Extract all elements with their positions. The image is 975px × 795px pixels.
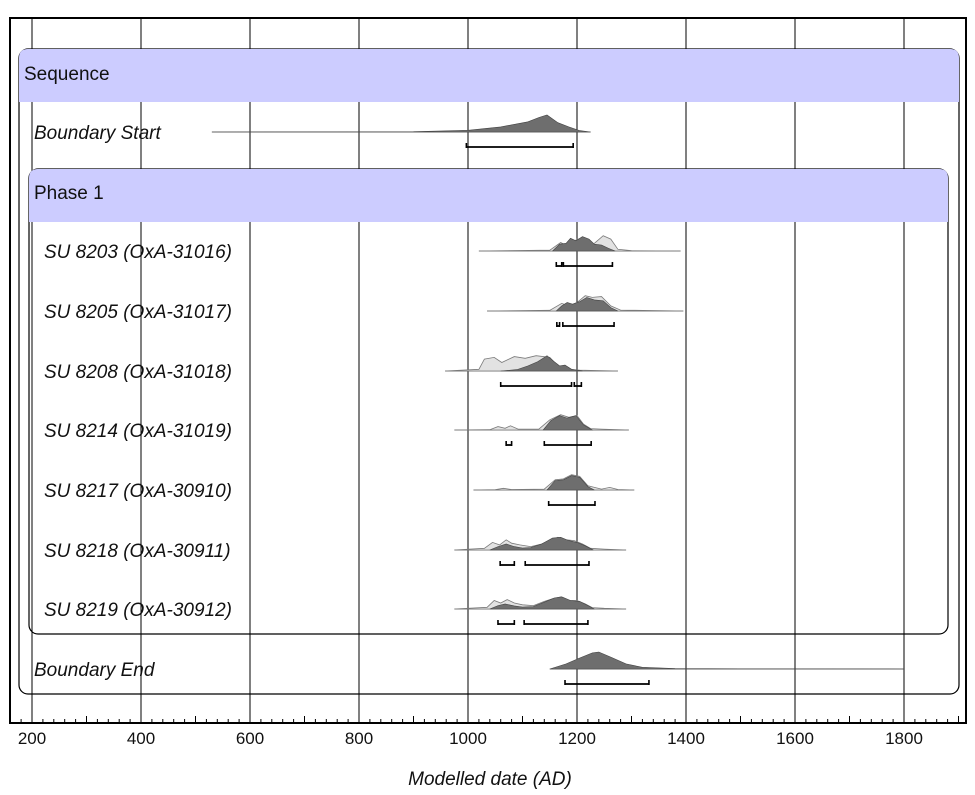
x-tick-label-600: 600 [236,729,264,748]
hpd-range-su-8208-oxa-31018-0 [499,382,573,387]
group-boxes: Sequence Phase 1 [18,48,960,695]
hpd-range-su-8205-oxa-31017-1 [562,322,615,327]
row-label-su-8205-oxa-31017: SU 8205 (OxA-31017) [44,302,232,323]
x-tick-label-1400: 1400 [667,729,705,748]
x-axis-title: Modelled date (AD) [408,769,572,790]
hpd-range-boundary-start-0 [465,143,574,148]
row-su-8219-oxa-30912: SU 8219 (OxA-30912) [44,596,627,625]
x-tick-label-1800: 1800 [885,729,923,748]
modelled-distribution-su-8203-oxa-31016 [551,236,616,252]
hpd-range-su-8217-oxa-30910-0 [547,501,596,506]
x-tick-label-1600: 1600 [776,729,814,748]
hpd-range-boundary-end-0 [564,680,650,685]
hpd-range-su-8214-oxa-31019-1 [543,441,592,446]
distribution-rows: Boundary Start SU 8203 (OxA-31016) SU 8205… [34,114,905,685]
hpd-range-su-8203-oxa-31016-0 [555,262,563,267]
x-tick-label-800: 800 [345,729,373,748]
x-tick-label-1200: 1200 [558,729,596,748]
row-label-su-8214-oxa-31019: SU 8214 (OxA-31019) [44,421,232,442]
row-su-8208-oxa-31018: SU 8208 (OxA-31018) [44,355,618,387]
row-label-su-8217-oxa-30910: SU 8217 (OxA-30910) [44,481,232,502]
group-phase-1: Phase 1 [28,168,949,635]
modelled-distribution-boundary-end [549,651,905,670]
hpd-range-su-8205-oxa-31017-0 [556,322,561,327]
modelled-distribution-boundary-start [211,114,591,133]
modelled-distribution-su-8217-oxa-30910 [546,475,595,491]
modelled-distribution-su-8214-oxa-31019 [542,415,594,431]
hpd-range-su-8203-oxa-31016-1 [562,262,614,267]
row-su-8217-oxa-30910: SU 8217 (OxA-30910) [44,474,635,506]
hpd-range-su-8219-oxa-30912-1 [523,620,589,625]
hpd-range-su-8214-oxa-31019-0 [505,441,513,446]
row-label-boundary-start: Boundary Start [34,123,161,144]
modelled-distribution-su-8205-oxa-31017 [555,297,619,312]
row-boundary-end: Boundary End [34,651,905,685]
group-header-phase-1 [29,169,948,222]
group-sequence: Sequence [18,48,960,695]
modelled-distribution-su-8218-oxa-30911 [489,536,594,551]
row-label-su-8203-oxa-31016: SU 8203 (OxA-31016) [44,242,232,263]
group-header-sequence [19,49,959,102]
row-su-8203-oxa-31016: SU 8203 (OxA-31016) [44,235,681,267]
hpd-range-su-8218-oxa-30911-0 [499,561,516,566]
row-label-su-8218-oxa-30911: SU 8218 (OxA-30911) [44,541,231,562]
row-label-boundary-end: Boundary End [34,660,156,681]
row-label-su-8219-oxa-30912: SU 8219 (OxA-30912) [44,600,232,621]
group-label-sequence: Sequence [24,64,110,85]
row-label-su-8208-oxa-31018: SU 8208 (OxA-31018) [44,362,232,383]
x-tick-label-200: 200 [18,729,46,748]
group-label-phase-1: Phase 1 [34,183,104,204]
x-tick-label-1000: 1000 [449,729,487,748]
x-axis: 200 400 600 800 1000 1200 1400 1600 1800 [18,713,959,748]
x-tick-label-400: 400 [127,729,155,748]
row-su-8205-oxa-31017: SU 8205 (OxA-31017) [44,295,684,327]
modelled-distribution-su-8219-oxa-30912 [489,596,595,610]
hpd-range-su-8219-oxa-30912-0 [497,620,516,625]
hpd-range-su-8218-oxa-30911-1 [524,561,590,566]
modelled-distribution-su-8208-oxa-31018 [500,355,583,372]
row-su-8214-oxa-31019: SU 8214 (OxA-31019) [44,414,629,446]
hpd-range-su-8208-oxa-31018-1 [573,382,583,387]
row-su-8218-oxa-30911: SU 8218 (OxA-30911) [44,536,627,566]
row-boundary-start: Boundary Start [34,114,591,148]
